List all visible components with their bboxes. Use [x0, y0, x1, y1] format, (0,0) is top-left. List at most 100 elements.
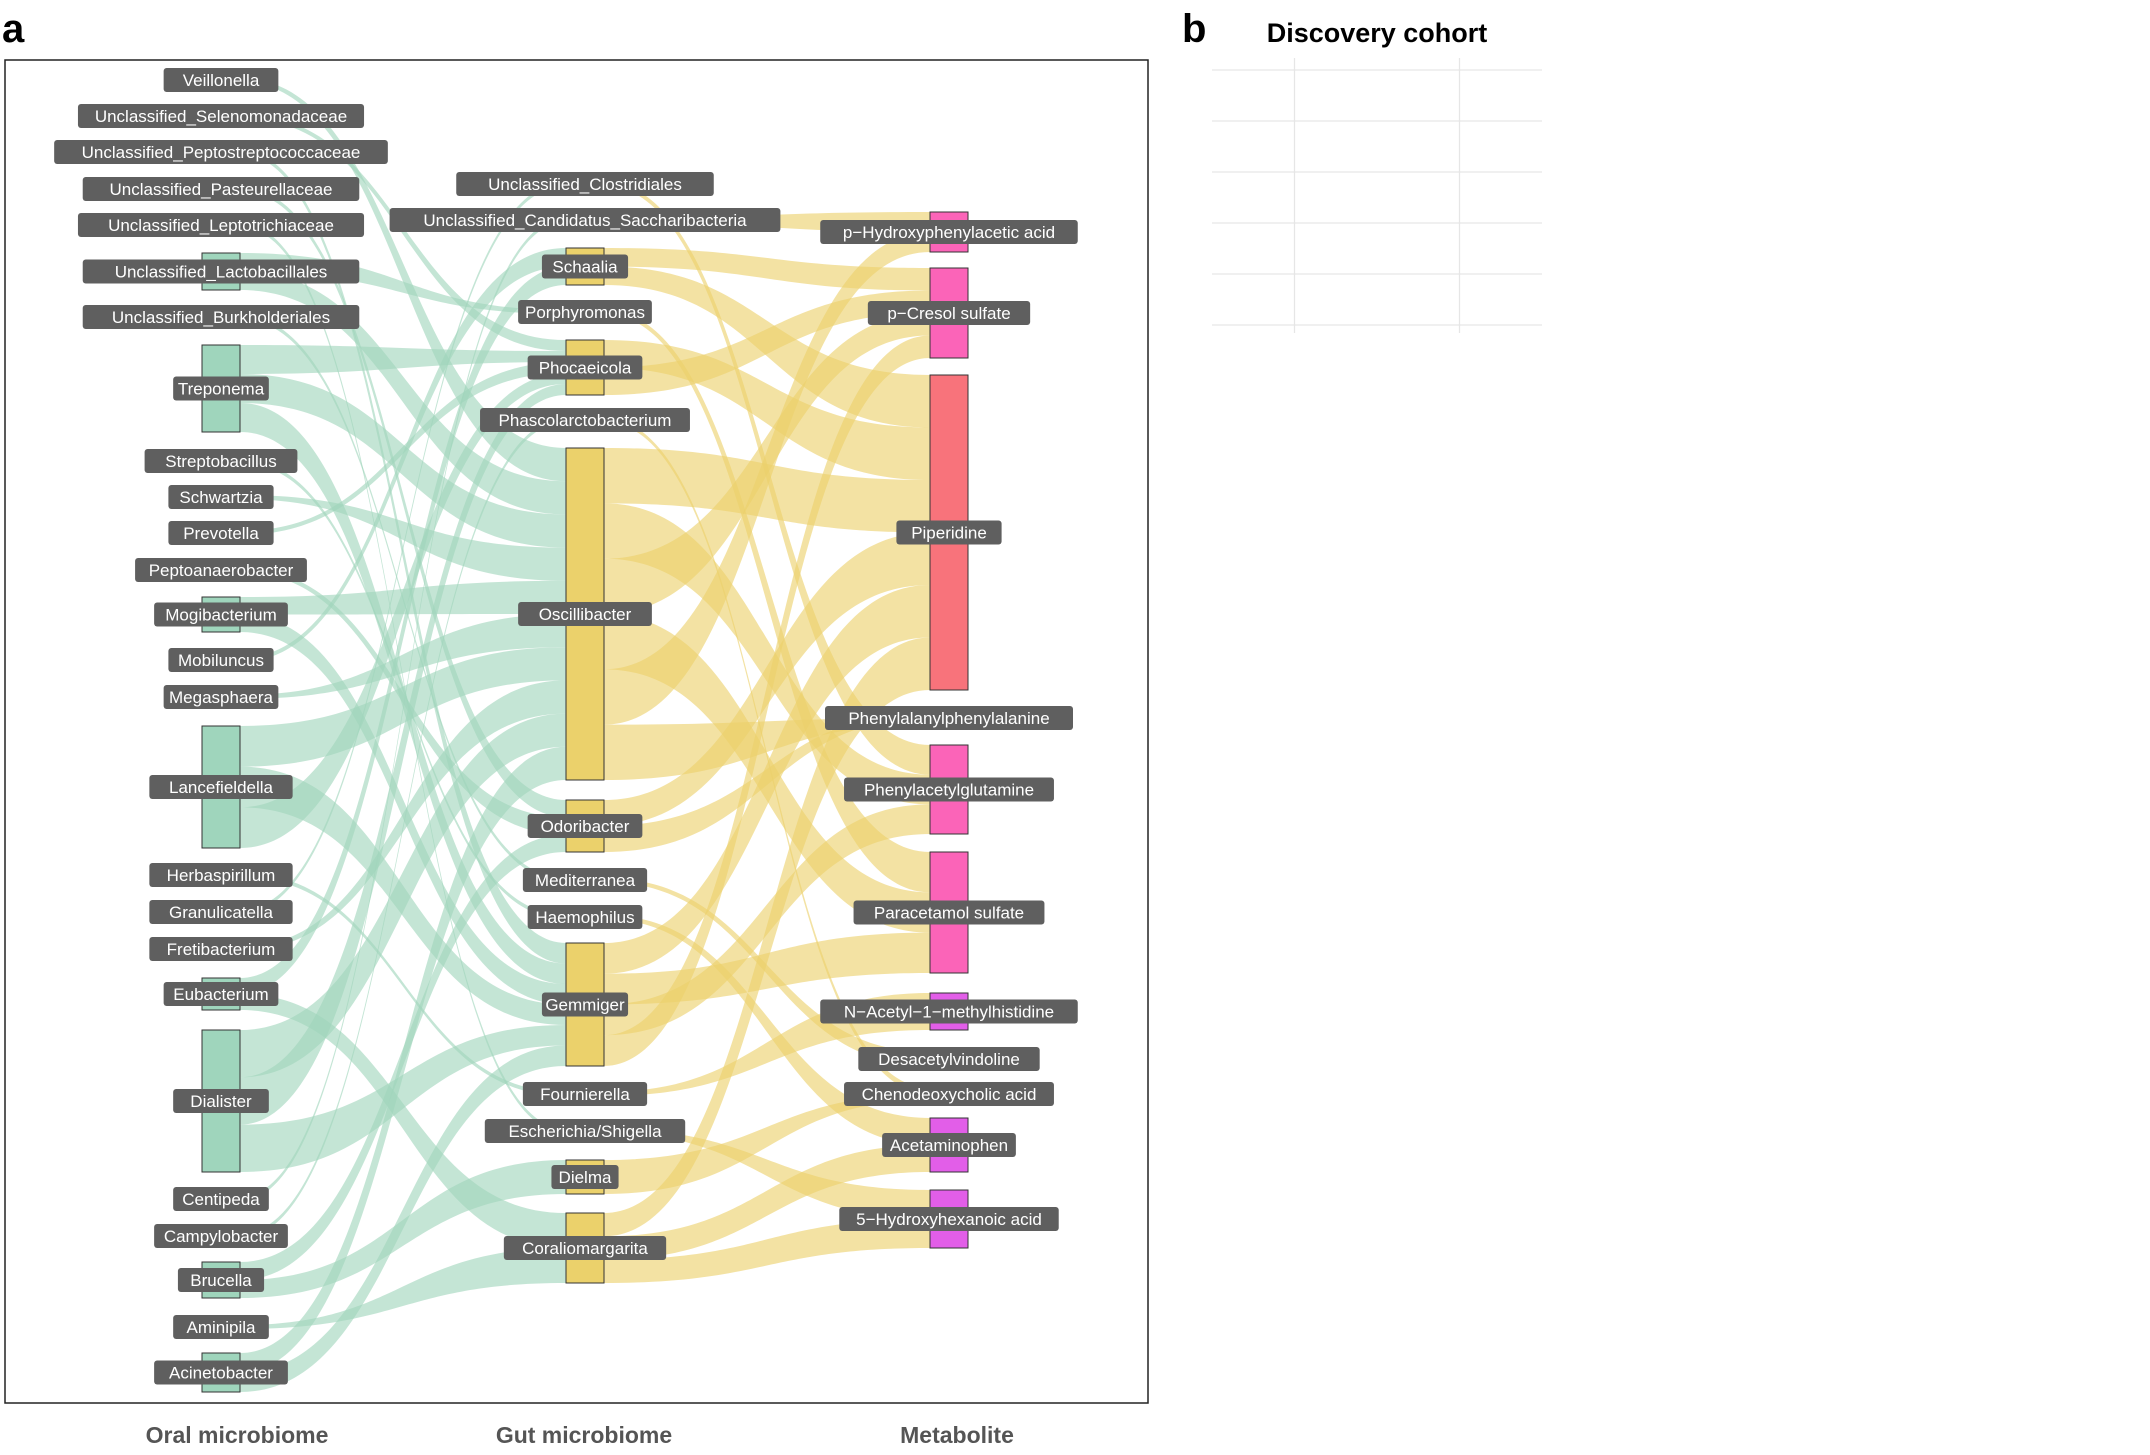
sankey-flow	[240, 1248, 566, 1329]
gut-label-phascolarctobacterium: Phascolarctobacterium	[480, 408, 690, 432]
svg-text:Piperidine: Piperidine	[911, 524, 987, 543]
oral-label-schwartzia: Schwartzia	[168, 485, 274, 509]
svg-text:Dielma: Dielma	[559, 1168, 612, 1187]
svg-text:Megasphaera: Megasphaera	[169, 688, 274, 707]
svg-text:Fournierella: Fournierella	[540, 1085, 630, 1104]
bar-chart-title: Discovery cohort	[1267, 18, 1488, 48]
svg-text:p−Cresol sulfate: p−Cresol sulfate	[887, 304, 1010, 323]
svg-text:Unclassified_Clostridiales: Unclassified_Clostridiales	[488, 175, 682, 194]
svg-text:Dialister: Dialister	[190, 1092, 252, 1111]
panel-label-b: b	[1182, 7, 1206, 51]
oral-label-prevotella: Prevotella	[168, 521, 274, 545]
sankey-flow	[604, 637, 930, 1237]
svg-text:Fretibacterium: Fretibacterium	[167, 940, 276, 959]
sankey-flow	[604, 1094, 930, 1194]
oral-label-acinetobacter: Acinetobacter	[154, 1360, 288, 1385]
sankey-flow	[240, 373, 566, 848]
sankey-flow	[240, 1025, 566, 1172]
metabolite-label-chenodeoxycholic-acid: Chenodeoxycholic acid	[844, 1082, 1054, 1106]
svg-text:Prevotella: Prevotella	[183, 524, 259, 543]
sankey-flow	[240, 647, 566, 767]
oral-label-mobiluncus: Mobiluncus	[168, 648, 274, 672]
oral-label-aminipila: Aminipila	[173, 1315, 269, 1339]
sankey-labels: Veillonella Unclassified_Selenomonadaceae…	[54, 68, 1078, 1385]
svg-text:Schaalia: Schaalia	[552, 258, 618, 277]
svg-text:Chenodeoxycholic acid: Chenodeoxycholic acid	[862, 1085, 1037, 1104]
svg-text:p−Hydroxyphenylacetic acid: p−Hydroxyphenylacetic acid	[843, 223, 1055, 242]
svg-text:Unclassified_Leptotrichiaceae: Unclassified_Leptotrichiaceae	[108, 216, 334, 235]
metabolite-label-phenylalanylphenylalanine: Phenylalanylphenylalanine	[825, 706, 1073, 730]
sankey-flow	[240, 218, 566, 1201]
sankey-flow	[240, 713, 566, 1078]
svg-text:Coraliomargarita: Coraliomargarita	[522, 1239, 648, 1258]
sankey-flow	[240, 150, 566, 964]
metabolite-label-paracetamol-sulfate: Paracetamol sulfate	[853, 900, 1045, 925]
sankey-flow	[604, 804, 930, 1036]
svg-text:Veillonella: Veillonella	[183, 71, 260, 90]
metabolite-label-p-cresol-sulfate: p−Cresol sulfate	[867, 301, 1031, 325]
sankey-title-metabolite: Metabolite	[900, 1422, 1014, 1448]
gut-label-gemmiger: Gemmiger	[541, 992, 629, 1017]
metabolite-label-desacetylvindoline: Desacetylvindoline	[858, 1047, 1040, 1071]
sankey-flow	[240, 1045, 566, 1392]
gut-label-phocaeicola: Phocaeicola	[527, 355, 643, 380]
oral-label-fretibacterium: Fretibacterium	[149, 937, 293, 961]
sankey-flow	[240, 680, 566, 951]
oral-label-unclassified-lactobacillales: Unclassified_Lactobacillales	[82, 259, 360, 284]
svg-text:Eubacterium: Eubacterium	[173, 985, 268, 1004]
sankey-flow	[240, 994, 566, 1248]
sankey-flow	[604, 310, 930, 893]
svg-text:Oscillibacter: Oscillibacter	[539, 605, 632, 624]
oral-label-unclassified-peptostreptococcaceae: Unclassified_Peptostreptococcaceae	[54, 140, 388, 164]
bar-chart-1: Discovery cohort	[1212, 18, 1542, 333]
oral-label-brucella: Brucella	[177, 1268, 265, 1292]
svg-text:Centipeda: Centipeda	[182, 1190, 260, 1209]
oral-label-veillonella: Veillonella	[163, 68, 279, 92]
oral-label-herbaspirillum: Herbaspirillum	[149, 863, 293, 887]
svg-text:Porphyromonas: Porphyromonas	[525, 303, 645, 322]
svg-text:Schwartzia: Schwartzia	[179, 488, 263, 507]
svg-text:Mediterranea: Mediterranea	[535, 871, 636, 890]
oral-label-unclassified-pasteurellaceae: Unclassified_Pasteurellaceae	[82, 177, 360, 201]
svg-text:Acinetobacter: Acinetobacter	[169, 1364, 273, 1383]
svg-text:Unclassified_Pasteurellaceae: Unclassified_Pasteurellaceae	[109, 180, 332, 199]
svg-text:Streptobacillus: Streptobacillus	[165, 452, 277, 471]
gut-label-coraliomargarita: Coraliomargarita	[503, 1236, 667, 1260]
svg-text:Unclassified_Lactobacillales: Unclassified_Lactobacillales	[115, 263, 328, 282]
sankey-flow	[240, 114, 566, 351]
svg-text:Phascolarctobacterium: Phascolarctobacterium	[499, 411, 672, 430]
sankey-flow	[240, 384, 566, 1125]
sankey-flow	[240, 746, 566, 1373]
sankey-flow	[604, 718, 930, 780]
svg-text:Herbaspirillum: Herbaspirillum	[167, 866, 276, 885]
gut-label-oscillibacter: Oscillibacter	[518, 602, 652, 626]
oral-label-unclassified-selenomonadaceae: Unclassified_Selenomonadaceae	[77, 104, 365, 128]
svg-text:Unclassified_Burkholderiales: Unclassified_Burkholderiales	[112, 308, 330, 327]
sankey-flow	[604, 335, 930, 1066]
sankey-flow	[604, 232, 930, 725]
gut-label-odoribacter: Odoribacter	[527, 814, 643, 838]
sankey-flow	[240, 614, 566, 699]
svg-text:Granulicatella: Granulicatella	[169, 903, 273, 922]
gut-label-dielma: Dielma	[551, 1165, 619, 1189]
oral-label-eubacterium: Eubacterium	[163, 982, 279, 1006]
gut-label-haemophilus: Haemophilus	[527, 905, 643, 929]
sankey-flow	[240, 78, 566, 482]
svg-text:Acetaminophen: Acetaminophen	[890, 1136, 1008, 1155]
sankey-flow	[240, 248, 566, 662]
sankey-title-gut: Gut microbiome	[496, 1422, 672, 1448]
metabolite-label-5-hydroxyhexanoic-acid: 5−Hydroxyhexanoic acid	[839, 1207, 1059, 1231]
oral-label-campylobacter: Campylobacter	[154, 1224, 288, 1248]
sankey-flow	[240, 182, 566, 914]
svg-text:Unclassified_Selenomonadaceae: Unclassified_Selenomonadaceae	[95, 107, 347, 126]
metabolite-label-phenylacetylglutamine: Phenylacetylglutamine	[844, 777, 1054, 802]
svg-text:Odoribacter: Odoribacter	[541, 817, 630, 836]
svg-text:Lancefieldella: Lancefieldella	[169, 778, 274, 797]
gut-label-mediterranea: Mediterranea	[522, 868, 648, 892]
gut-label-schaalia: Schaalia	[541, 254, 629, 279]
svg-text:5−Hydroxyhexanoic acid: 5−Hydroxyhexanoic acid	[856, 1210, 1042, 1229]
sankey-flow	[240, 418, 566, 1238]
sankey-flow	[604, 1129, 930, 1219]
bar-charts: Discovery cohort	[1212, 18, 1542, 333]
